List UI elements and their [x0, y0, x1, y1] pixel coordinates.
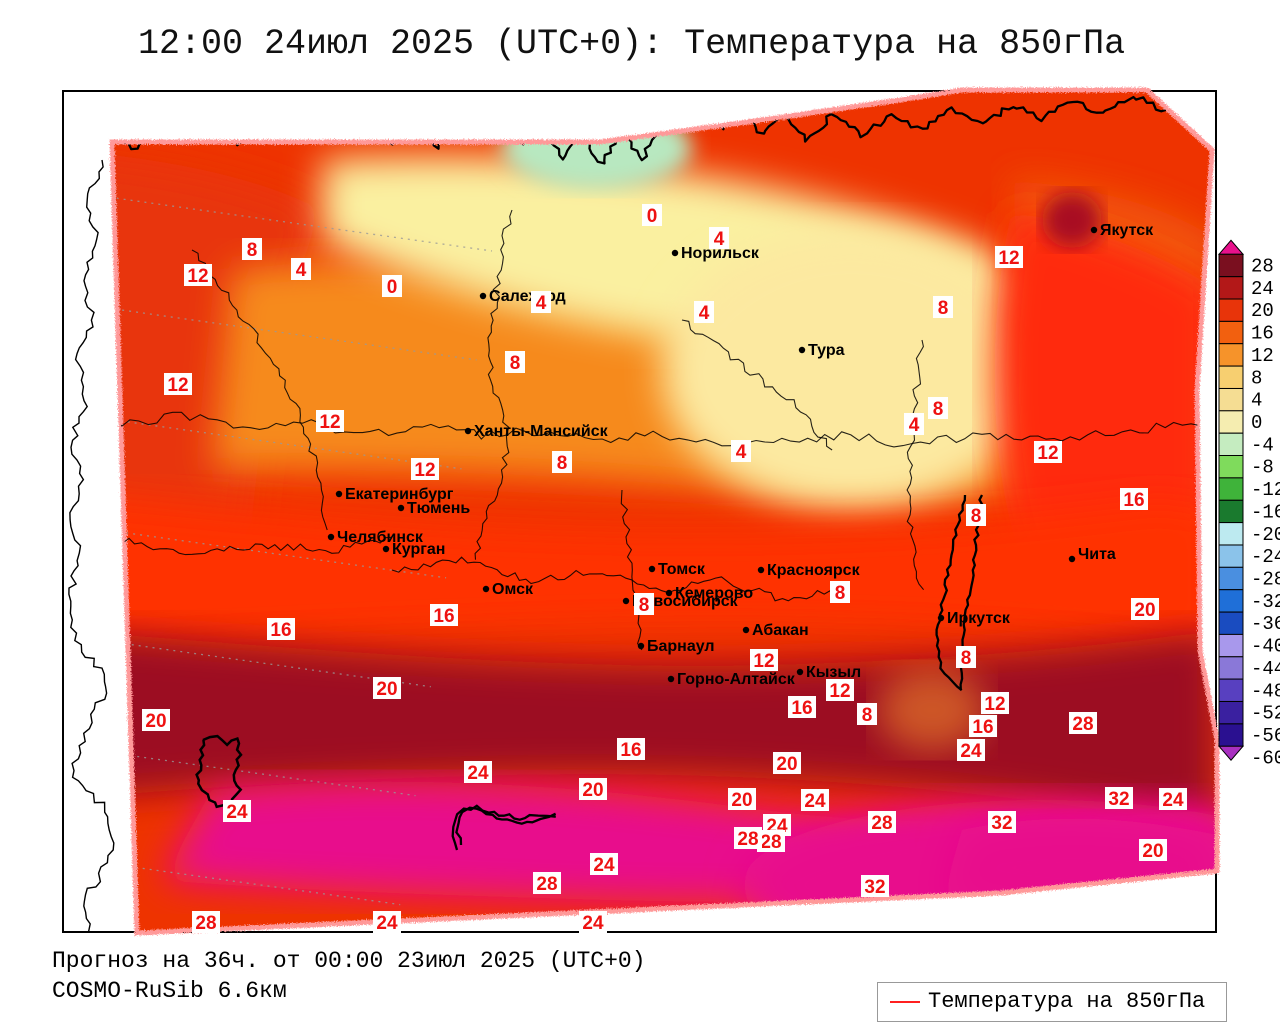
svg-text:28: 28 [1072, 714, 1093, 735]
svg-text:-20: -20 [1251, 524, 1280, 546]
svg-text:-36: -36 [1251, 613, 1280, 635]
svg-text:0: 0 [647, 206, 658, 227]
svg-text:Тура: Тура [808, 342, 845, 359]
svg-text:Барнаул: Барнаул [647, 638, 715, 655]
svg-text:24: 24 [960, 741, 982, 762]
svg-text:12: 12 [984, 694, 1005, 715]
svg-text:16: 16 [620, 740, 641, 761]
svg-text:Абакан: Абакан [752, 622, 809, 639]
svg-text:Омск: Омск [492, 581, 534, 598]
svg-text:Томск: Томск [658, 561, 706, 578]
svg-text:Красноярск: Красноярск [767, 562, 861, 579]
svg-text:28: 28 [195, 913, 216, 934]
svg-text:-44: -44 [1251, 658, 1280, 680]
svg-text:16: 16 [270, 620, 291, 641]
svg-text:8: 8 [1251, 367, 1262, 389]
svg-text:-56: -56 [1251, 725, 1280, 747]
svg-text:4: 4 [296, 260, 307, 281]
svg-text:-32: -32 [1251, 591, 1280, 613]
svg-text:4: 4 [1251, 390, 1262, 412]
svg-text:20: 20 [731, 790, 752, 811]
svg-text:4: 4 [736, 442, 747, 463]
svg-text:-16: -16 [1251, 501, 1280, 523]
svg-text:16: 16 [1123, 490, 1144, 511]
svg-text:4: 4 [714, 229, 725, 250]
svg-text:12: 12 [167, 375, 188, 396]
svg-text:Салехард: Салехард [489, 288, 566, 305]
svg-text:28: 28 [737, 829, 758, 850]
svg-text:20: 20 [145, 711, 166, 732]
svg-text:16: 16 [972, 717, 993, 738]
svg-text:28: 28 [760, 832, 781, 853]
svg-text:12: 12 [998, 248, 1019, 269]
svg-text:16: 16 [1251, 323, 1274, 345]
svg-text:8: 8 [938, 298, 949, 319]
svg-text:24: 24 [804, 791, 826, 812]
svg-text:Якутск: Якутск [1100, 222, 1154, 239]
svg-text:Курган: Курган [392, 541, 445, 558]
svg-text:Чита: Чита [1078, 546, 1116, 563]
svg-text:12: 12 [753, 651, 774, 672]
svg-text:20: 20 [582, 780, 603, 801]
svg-text:12: 12 [1251, 345, 1274, 367]
svg-text:0: 0 [1251, 412, 1262, 434]
svg-text:24: 24 [582, 913, 604, 934]
svg-text:12: 12 [829, 681, 850, 702]
svg-text:8: 8 [862, 705, 873, 726]
svg-text:Кызыл: Кызыл [806, 664, 861, 681]
svg-text:8: 8 [835, 583, 846, 604]
svg-text:-8: -8 [1251, 457, 1274, 479]
svg-text:20: 20 [1251, 300, 1274, 322]
svg-text:24: 24 [467, 763, 489, 784]
svg-text:20: 20 [776, 754, 797, 775]
svg-text:20: 20 [376, 679, 397, 700]
svg-text:24: 24 [376, 913, 398, 934]
svg-text:8: 8 [639, 595, 650, 616]
svg-text:-24: -24 [1251, 546, 1280, 568]
svg-text:-60: -60 [1251, 747, 1280, 769]
svg-text:8: 8 [510, 353, 521, 374]
svg-text:Тюмень: Тюмень [407, 500, 470, 517]
svg-text:0: 0 [387, 277, 398, 298]
svg-text:Кемерово: Кемерово [675, 585, 753, 602]
svg-text:-48: -48 [1251, 680, 1280, 702]
svg-text:12: 12 [187, 266, 208, 287]
svg-text:Горно-Алтайск: Горно-Алтайск [677, 671, 796, 688]
svg-text:-52: -52 [1251, 703, 1280, 725]
svg-text:32: 32 [1108, 789, 1129, 810]
svg-text:Иркутск: Иркутск [947, 610, 1011, 627]
svg-text:12: 12 [1037, 443, 1058, 464]
svg-text:20: 20 [1142, 841, 1163, 862]
svg-text:4: 4 [699, 303, 710, 324]
svg-text:8: 8 [557, 453, 568, 474]
svg-text:24: 24 [226, 802, 248, 823]
svg-text:28: 28 [536, 874, 557, 895]
svg-text:28: 28 [1251, 256, 1274, 278]
svg-text:-12: -12 [1251, 479, 1280, 501]
svg-text:32: 32 [991, 813, 1012, 834]
svg-text:-4: -4 [1251, 434, 1274, 456]
svg-text:32: 32 [864, 877, 885, 898]
svg-text:8: 8 [933, 399, 944, 420]
svg-text:4: 4 [536, 293, 547, 314]
svg-text:8: 8 [971, 506, 982, 527]
svg-text:24: 24 [1251, 278, 1274, 300]
svg-text:28: 28 [871, 813, 892, 834]
svg-text:8: 8 [961, 648, 972, 669]
svg-text:12: 12 [414, 460, 435, 481]
svg-text:8: 8 [247, 240, 258, 261]
svg-text:4: 4 [909, 415, 920, 436]
svg-text:24: 24 [593, 855, 615, 876]
svg-text:24: 24 [1162, 790, 1184, 811]
svg-text:12: 12 [319, 412, 340, 433]
svg-text:20: 20 [1134, 600, 1155, 621]
svg-text:16: 16 [791, 698, 812, 719]
svg-text:-40: -40 [1251, 636, 1280, 658]
svg-text:16: 16 [433, 606, 454, 627]
svg-text:Ханты-Мансийск: Ханты-Мансийск [474, 423, 609, 440]
svg-text:-28: -28 [1251, 569, 1280, 591]
